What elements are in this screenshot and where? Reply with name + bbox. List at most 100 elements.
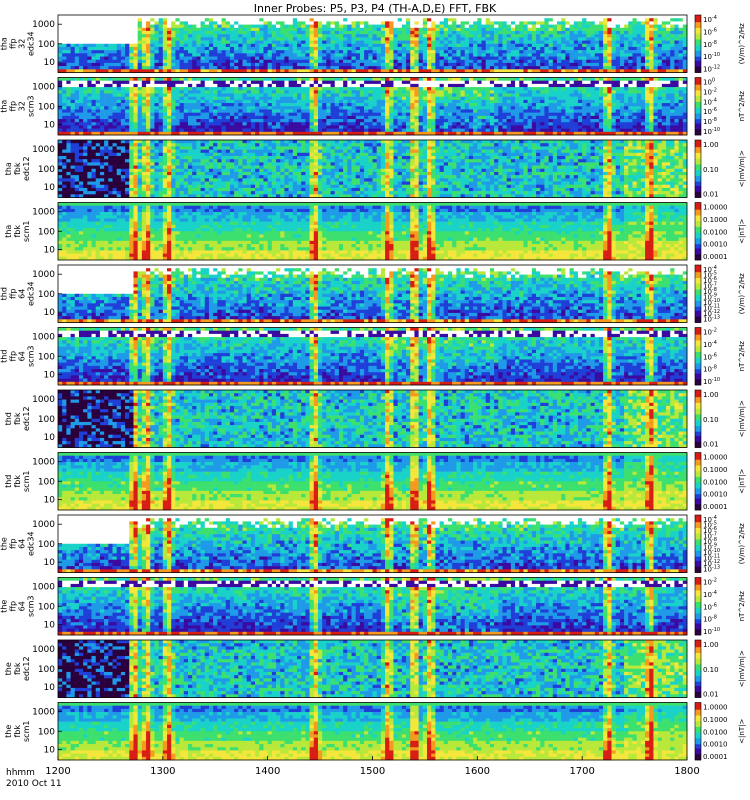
heatmap-cell <box>66 109 70 112</box>
heatmap-cell <box>251 106 255 109</box>
heatmap-cell <box>87 103 91 106</box>
heatmap-cell <box>272 41 276 44</box>
heatmap-cell <box>188 81 192 84</box>
heatmap-cell <box>180 84 184 87</box>
heatmap-cell <box>289 87 293 90</box>
heatmap-cell <box>125 125 129 128</box>
heatmap-cell <box>528 31 532 34</box>
heatmap-cell <box>217 90 221 93</box>
heatmap-cell <box>280 106 284 109</box>
heatmap-cell <box>230 103 234 106</box>
heatmap-cell <box>637 18 641 21</box>
heatmap-cell <box>92 119 96 122</box>
heatmap-cell <box>113 93 117 96</box>
heatmap-cell <box>230 66 234 69</box>
heatmap-cell <box>167 93 171 96</box>
heatmap-cell <box>494 44 498 47</box>
heatmap-cell <box>146 41 150 44</box>
heatmap-cell <box>666 28 670 31</box>
heatmap-cell <box>544 53 548 56</box>
heatmap-cell <box>297 116 301 119</box>
heatmap-cell <box>352 66 356 69</box>
heatmap-cell <box>679 28 683 31</box>
heatmap-cell <box>71 116 75 119</box>
heatmap-cell <box>347 53 351 56</box>
heatmap-cell <box>318 21 322 24</box>
heatmap-cell <box>352 57 356 60</box>
heatmap-cell <box>574 47 578 50</box>
heatmap-cell <box>486 100 490 103</box>
heatmap-cell <box>322 50 326 53</box>
heatmap-cell <box>368 34 372 37</box>
heatmap-cell <box>138 129 142 132</box>
heatmap-cell <box>79 81 83 84</box>
heatmap-cell <box>335 87 339 90</box>
heatmap-cell <box>205 15 209 18</box>
heatmap-cell <box>163 116 167 119</box>
heatmap-cell <box>175 15 179 18</box>
heatmap-cell <box>423 129 427 132</box>
heatmap-cell <box>243 37 247 40</box>
heatmap-cell <box>129 103 133 106</box>
heatmap-cell <box>502 129 506 132</box>
heatmap-cell <box>352 103 356 106</box>
heatmap-cell <box>66 78 70 81</box>
heatmap-cell <box>125 60 129 63</box>
heatmap-cell <box>196 53 200 56</box>
heatmap-cell <box>284 81 288 84</box>
heatmap-cell <box>632 37 636 40</box>
heatmap-cell <box>150 25 154 28</box>
heatmap-cell <box>477 57 481 60</box>
heatmap-cell <box>368 122 372 125</box>
heatmap-cell <box>268 97 272 100</box>
heatmap-cell <box>649 31 653 34</box>
heatmap-cell <box>121 93 125 96</box>
heatmap-cell <box>301 103 305 106</box>
heatmap-cell <box>373 15 377 18</box>
heatmap-cell <box>406 41 410 44</box>
heatmap-cell <box>133 50 137 53</box>
heatmap-cell <box>364 31 368 34</box>
heatmap-cell <box>297 122 301 125</box>
heatmap-cell <box>284 122 288 125</box>
heatmap-cell <box>381 28 385 31</box>
heatmap-cell <box>549 47 553 50</box>
heatmap-cell <box>532 66 536 69</box>
heatmap-cell <box>263 93 267 96</box>
heatmap-cell <box>624 47 628 50</box>
heatmap-cell <box>192 28 196 31</box>
heatmap-cell <box>393 47 397 50</box>
heatmap-cell <box>209 93 213 96</box>
heatmap-cell <box>473 34 477 37</box>
heatmap-cell <box>515 84 519 87</box>
heatmap-cell <box>331 109 335 112</box>
heatmap-cell <box>368 18 372 21</box>
heatmap-cell <box>150 63 154 66</box>
heatmap-cell <box>515 21 519 24</box>
heatmap-cell <box>335 122 339 125</box>
heatmap-cell <box>146 122 150 125</box>
heatmap-cell <box>423 87 427 90</box>
heatmap-cell <box>268 129 272 132</box>
heatmap-cell <box>591 31 595 34</box>
heatmap-cell <box>138 60 142 63</box>
heatmap-cell <box>398 50 402 53</box>
heatmap-cell <box>477 100 481 103</box>
heatmap-cell <box>205 103 209 106</box>
heatmap-cell <box>100 44 104 47</box>
heatmap-cell <box>515 125 519 128</box>
heatmap-cell <box>523 37 527 40</box>
heatmap-cell <box>565 119 569 122</box>
heatmap-cell <box>129 53 133 56</box>
heatmap-cell <box>410 90 414 93</box>
heatmap-cell <box>297 93 301 96</box>
heatmap-cell <box>209 63 213 66</box>
heatmap-cell <box>570 93 574 96</box>
heatmap-cell <box>523 103 527 106</box>
heatmap-cell <box>461 34 465 37</box>
heatmap-cell <box>310 25 314 28</box>
heatmap-cell <box>175 113 179 116</box>
heatmap-cell <box>175 103 179 106</box>
heatmap-cell <box>154 109 158 112</box>
heatmap-cell <box>486 119 490 122</box>
